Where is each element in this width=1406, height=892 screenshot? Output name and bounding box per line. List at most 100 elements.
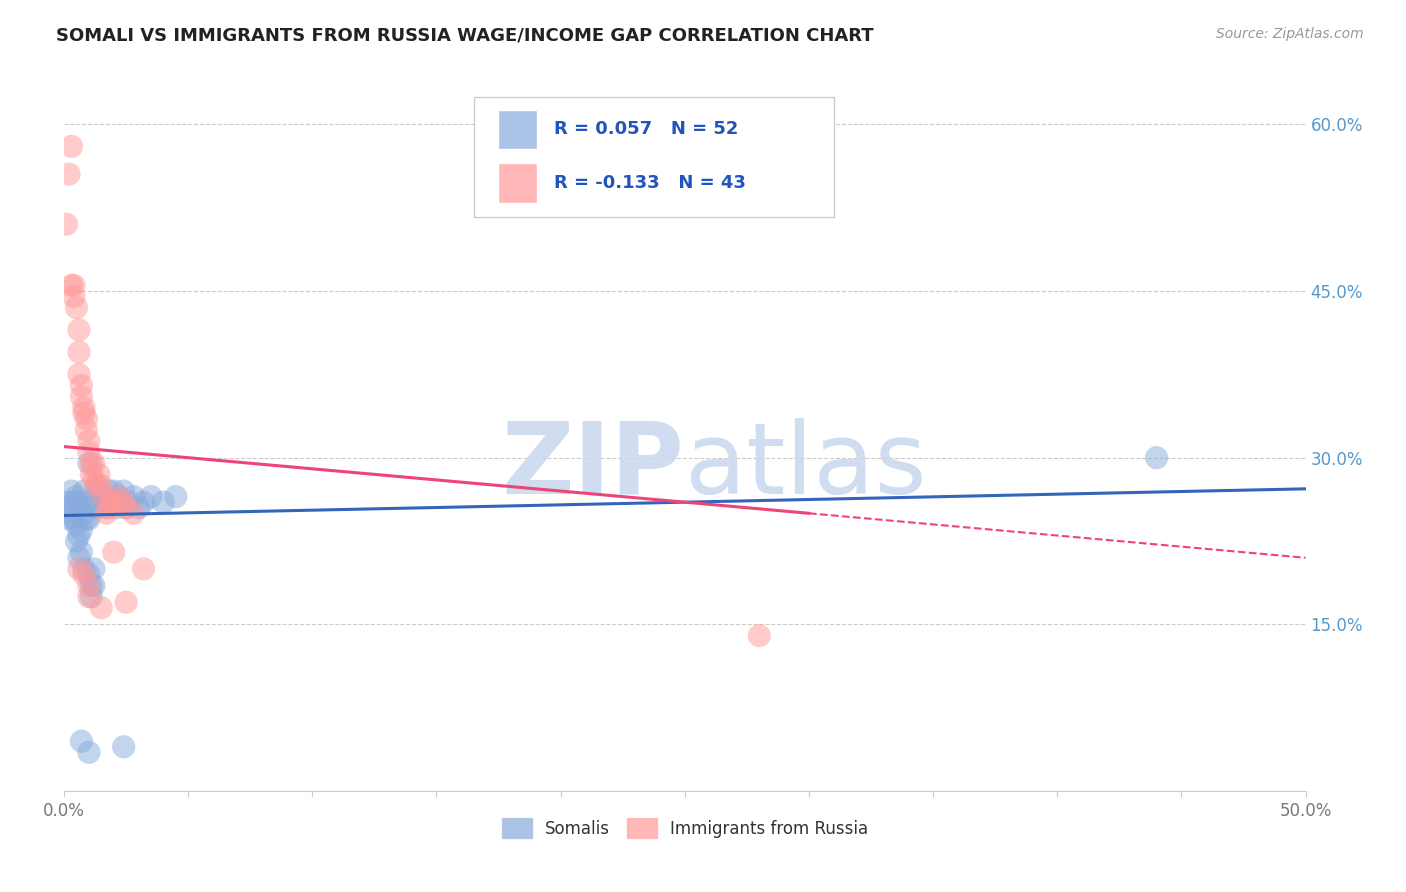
Point: [60, 278, 83, 293]
Point: [67, 495, 90, 509]
Point: [77, 567, 100, 582]
Text: Source: ZipAtlas.com: Source: ZipAtlas.com: [1216, 27, 1364, 41]
Point: [93, 495, 115, 509]
Point: [60, 506, 83, 520]
FancyBboxPatch shape: [474, 97, 834, 217]
Point: [115, 500, 138, 515]
Point: [86, 478, 108, 492]
Point: [73, 562, 96, 576]
Point: [87, 467, 110, 482]
Text: SOMALI VS IMMIGRANTS FROM RUSSIA WAGE/INCOME GAP CORRELATION CHART: SOMALI VS IMMIGRANTS FROM RUSSIA WAGE/IN…: [56, 27, 875, 45]
Point: [122, 490, 145, 504]
Point: [100, 495, 122, 509]
Point: [75, 495, 97, 509]
Point: [1146, 450, 1168, 465]
Point: [55, 495, 77, 509]
Point: [103, 545, 125, 559]
Point: [112, 495, 135, 509]
Point: [80, 578, 103, 592]
Point: [83, 578, 105, 592]
Text: atlas: atlas: [685, 417, 927, 515]
Point: [90, 478, 112, 492]
Legend: Somalis, Immigrants from Russia: Somalis, Immigrants from Russia: [495, 812, 875, 845]
Point: [73, 506, 96, 520]
Bar: [499, 164, 536, 202]
Point: [83, 562, 105, 576]
Point: [748, 629, 770, 643]
Point: [83, 456, 105, 470]
Point: [70, 734, 93, 748]
Point: [132, 562, 155, 576]
Point: [97, 484, 120, 499]
Point: [70, 390, 93, 404]
Point: [93, 490, 115, 504]
Point: [73, 401, 96, 415]
Point: [96, 500, 118, 515]
Text: R = -0.133   N = 43: R = -0.133 N = 43: [554, 174, 747, 192]
Point: [58, 500, 80, 515]
Point: [58, 167, 80, 181]
Point: [73, 406, 96, 420]
Y-axis label: Wage/Income Gap: Wage/Income Gap: [0, 354, 8, 506]
Point: [107, 490, 129, 504]
Point: [139, 490, 162, 504]
Point: [112, 484, 135, 499]
Point: [117, 495, 139, 509]
Point: [63, 278, 86, 293]
Point: [77, 456, 100, 470]
Point: [65, 490, 87, 504]
Point: [65, 517, 87, 532]
Point: [63, 512, 86, 526]
Point: [86, 478, 108, 492]
Point: [90, 600, 112, 615]
Point: [80, 456, 103, 470]
Point: [67, 345, 90, 359]
Point: [67, 528, 90, 542]
Point: [60, 484, 83, 499]
Point: [65, 534, 87, 549]
Text: ZIP: ZIP: [502, 417, 685, 515]
Point: [67, 550, 90, 565]
Point: [73, 484, 96, 499]
Point: [67, 562, 90, 576]
Point: [122, 506, 145, 520]
Point: [77, 512, 100, 526]
Point: [75, 411, 97, 425]
Point: [165, 490, 187, 504]
Point: [67, 323, 90, 337]
Point: [103, 495, 125, 509]
Point: [77, 434, 100, 448]
Point: [83, 473, 105, 487]
Point: [86, 500, 108, 515]
Point: [152, 495, 174, 509]
Point: [70, 545, 93, 559]
Point: [103, 484, 125, 499]
Point: [100, 495, 122, 509]
Point: [115, 595, 138, 609]
Point: [63, 289, 86, 303]
Point: [90, 490, 112, 504]
Point: [73, 567, 96, 582]
Point: [75, 423, 97, 437]
Bar: [499, 111, 536, 148]
Point: [75, 512, 97, 526]
Point: [60, 139, 83, 153]
Point: [70, 378, 93, 392]
Point: [112, 739, 135, 754]
Point: [105, 500, 128, 515]
Point: [96, 506, 118, 520]
Point: [55, 217, 77, 231]
Point: [80, 590, 103, 604]
Point: [70, 523, 93, 537]
Point: [128, 500, 150, 515]
Point: [115, 500, 138, 515]
Point: [77, 578, 100, 592]
Point: [132, 495, 155, 509]
Point: [70, 500, 93, 515]
Text: R = 0.057   N = 52: R = 0.057 N = 52: [554, 120, 738, 138]
Point: [107, 490, 129, 504]
Point: [67, 368, 90, 382]
Point: [87, 484, 110, 499]
Point: [58, 512, 80, 526]
Point: [63, 495, 86, 509]
